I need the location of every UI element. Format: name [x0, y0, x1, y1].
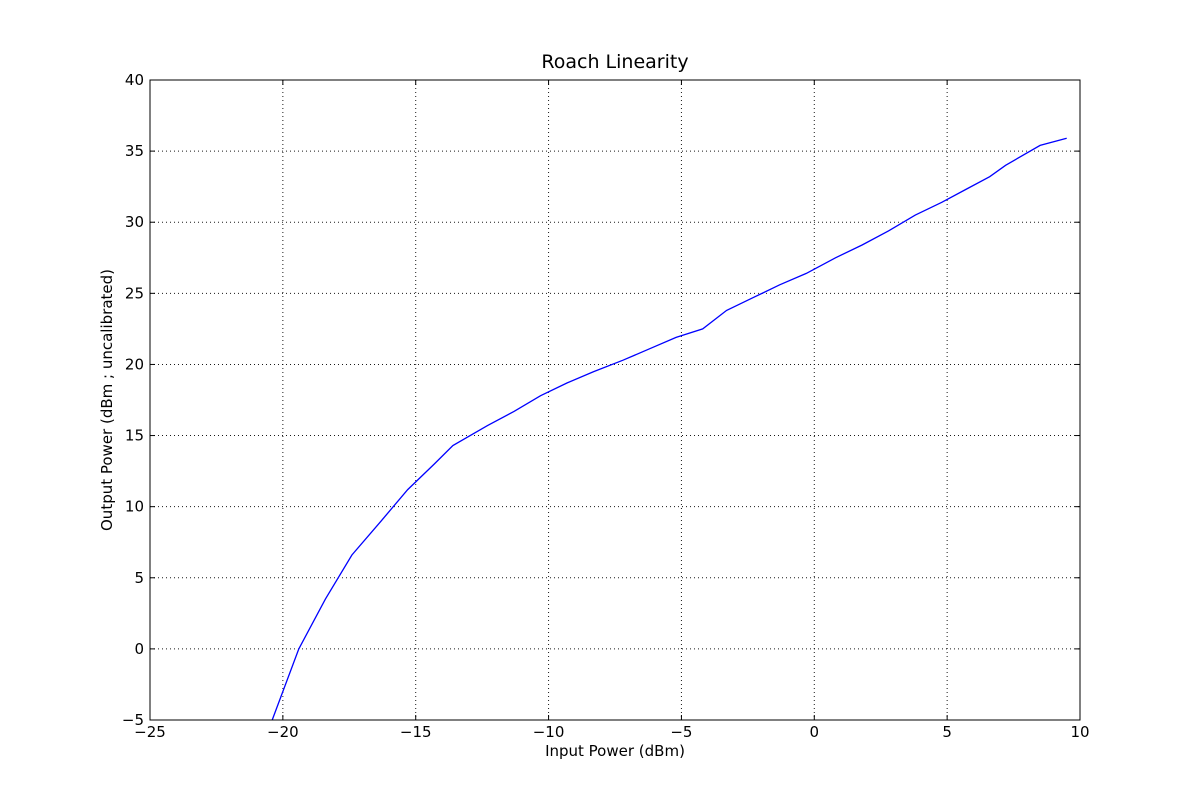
- y-tick-label: 30: [125, 213, 144, 231]
- y-tick-label: 40: [125, 71, 144, 89]
- x-tick-label: −5: [670, 723, 692, 741]
- x-axis-title: Input Power (dBm): [545, 742, 685, 760]
- x-tick-label: 5: [942, 723, 952, 741]
- y-tick-labels: −5 0 5 10 15 20 25 30 35 40: [122, 71, 144, 729]
- series-layer: [271, 137, 1067, 721]
- x-tick-label: −25: [134, 723, 166, 741]
- grid-lines: [150, 80, 1080, 720]
- x-tick-label: 10: [1070, 723, 1089, 741]
- tick-marks: [149, 79, 1081, 721]
- x-tick-label: −20: [267, 723, 299, 741]
- x-tick-labels: −25 −20 −15 −10 −5 0 5 10: [134, 723, 1089, 741]
- y-tick-label: 20: [125, 355, 144, 373]
- x-tick-label: 0: [810, 723, 820, 741]
- y-tick-label: −5: [122, 711, 144, 729]
- y-tick-label: 5: [134, 569, 144, 587]
- x-tick-label: −15: [400, 723, 432, 741]
- y-tick-label: 10: [125, 498, 144, 516]
- y-tick-label: 0: [134, 640, 144, 658]
- x-tick-label: −10: [533, 723, 565, 741]
- y-tick-label: 15: [125, 427, 144, 445]
- y-tick-label: 25: [125, 284, 144, 302]
- series-line: [271, 137, 1067, 721]
- chart-title: Roach Linearity: [541, 51, 688, 73]
- y-tick-label: 35: [125, 142, 144, 160]
- plot-frame: [149, 79, 1081, 721]
- y-axis-title: Output Power (dBm ; uncalibrated): [98, 269, 116, 531]
